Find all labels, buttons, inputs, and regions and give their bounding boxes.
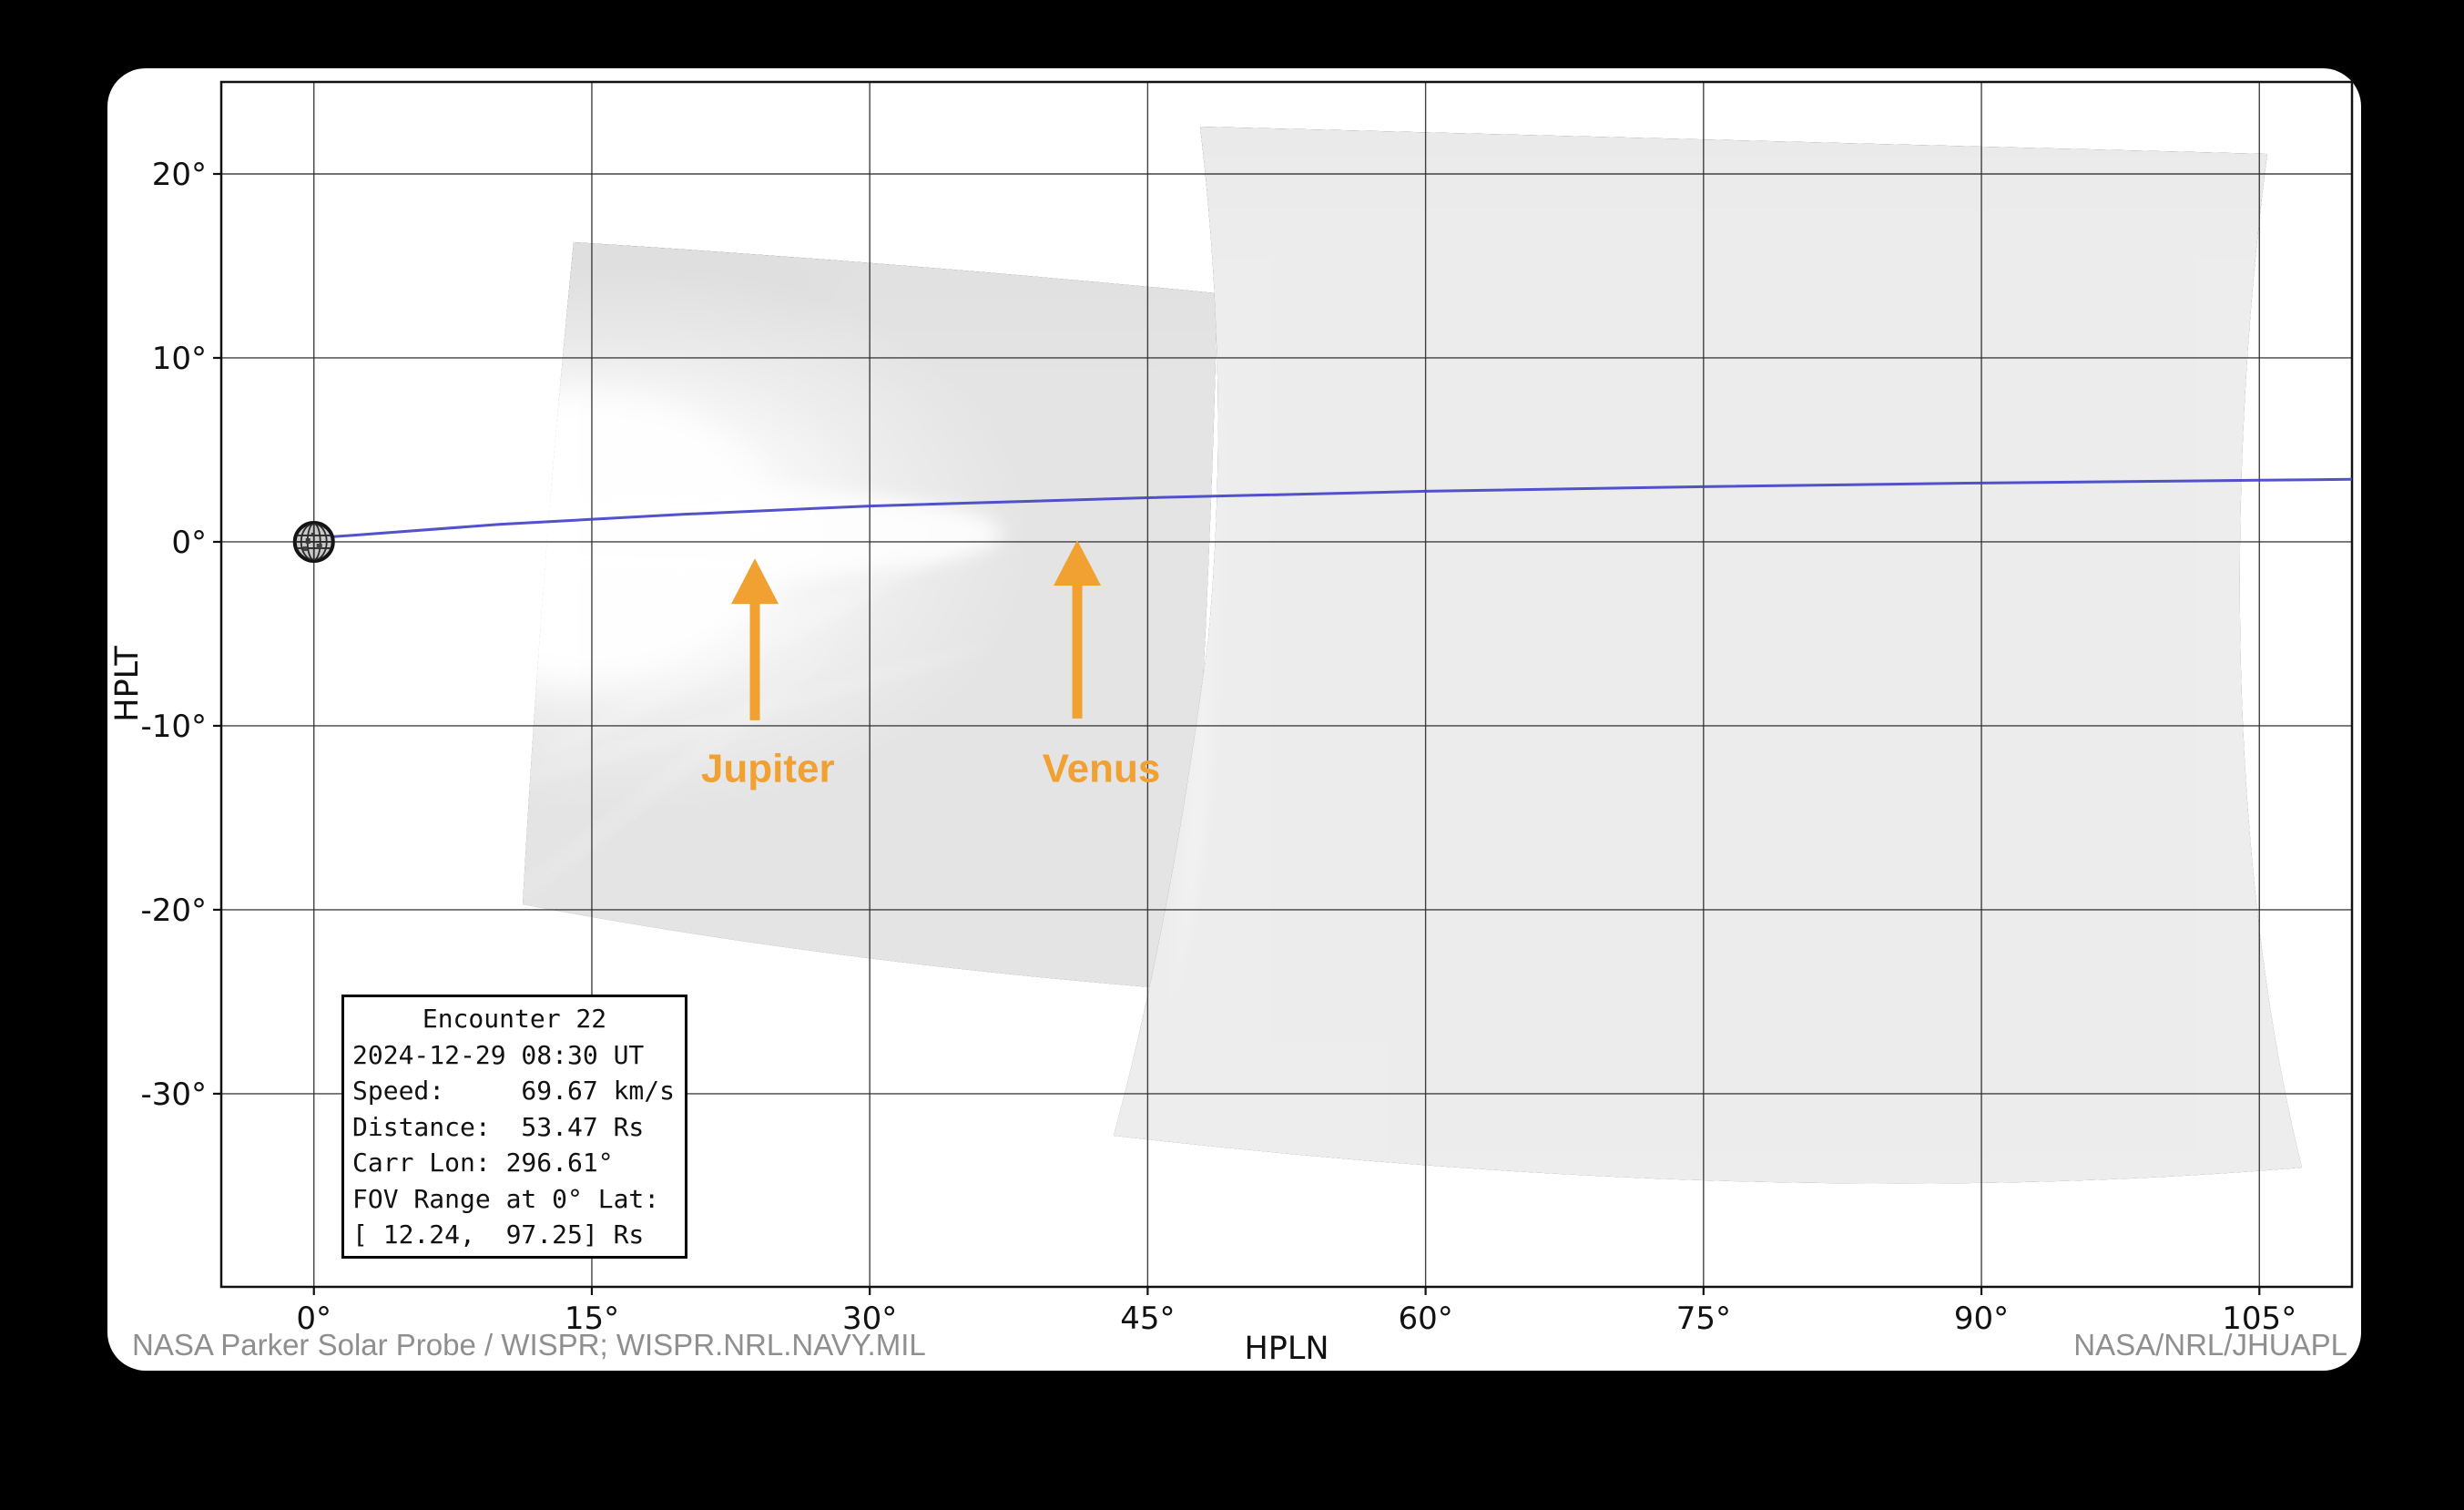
planet-annotations: Jupiter Venus	[701, 539, 1161, 791]
info-line-datetime: 2024-12-29 08:30 UT	[352, 1039, 645, 1070]
info-line-title: Encounter 22	[422, 1004, 607, 1034]
planet-label: Venus	[1043, 746, 1161, 791]
arrow-head	[731, 558, 779, 605]
y-axis-label: HPLT	[109, 646, 146, 722]
tick-label-y: -30°	[140, 1076, 207, 1113]
arrow-shaft	[749, 600, 760, 720]
axis-ticks: 0° 15° 30° 45° 60° 75° 90° 105° 20° 10° 0° -10° -20°…	[140, 157, 2296, 1337]
arrow-head	[1054, 539, 1102, 586]
encounter-info-box: Encounter 22 2024-12-29 08:30 UT Speed: …	[341, 995, 687, 1259]
ecliptic-path	[332, 477, 2353, 538]
tick-label-x: 30°	[842, 1301, 897, 1337]
axes-frame	[219, 80, 2354, 1289]
inner-starfield	[523, 242, 1217, 990]
tick-label-x: 15°	[565, 1301, 619, 1337]
tick-label-y: 0°	[171, 525, 207, 561]
ecliptic-line	[332, 477, 2353, 538]
mosaic-seam-streak	[1152, 272, 1243, 1014]
tick-label-x: 60°	[1398, 1301, 1452, 1337]
wispr-outer-image	[1114, 127, 2302, 1184]
agency-credit: NASA/NRL/JHUAPL	[2073, 1328, 2347, 1362]
info-line-fovrange: [ 12.24, 97.25] Rs	[352, 1219, 645, 1250]
tick-label-x: 0°	[296, 1301, 331, 1337]
annotation-jupiter: Jupiter	[701, 558, 835, 791]
tick-label-y: 10°	[152, 341, 207, 377]
sun-globe	[292, 520, 335, 563]
info-line-carrlon: Carr Lon: 296.61°	[352, 1148, 614, 1178]
info-line-speed: Speed: 69.67 km/s	[352, 1076, 676, 1106]
tick-label-x: 105°	[2222, 1301, 2296, 1337]
planet-label: Jupiter	[701, 746, 835, 791]
tick-label-x: 75°	[1676, 1301, 1731, 1337]
tick-label-x: 90°	[1954, 1301, 2009, 1337]
tick-label-x: 45°	[1120, 1301, 1175, 1337]
info-line-distance: Distance: 53.47 Rs	[352, 1111, 645, 1142]
jupiter-dot-halo	[743, 511, 772, 540]
sun-symbol	[292, 520, 335, 563]
tick-label-y: 20°	[152, 157, 207, 193]
mission-credit: NASA Parker Solar Probe / WISPR; WISPR.N…	[132, 1328, 926, 1362]
annotation-venus: Venus	[1043, 539, 1161, 791]
wispr-inner-image	[523, 242, 1217, 990]
tick-label-y: -10°	[140, 709, 207, 745]
info-line-fov: FOV Range at 0° Lat:	[352, 1183, 660, 1214]
sun-grid	[295, 523, 332, 560]
tick-label-y: -20°	[140, 893, 207, 929]
x-axis-label: HPLN	[1244, 1331, 1329, 1367]
arrow-shaft	[1072, 581, 1083, 719]
outer-starfield	[1114, 127, 2302, 1184]
